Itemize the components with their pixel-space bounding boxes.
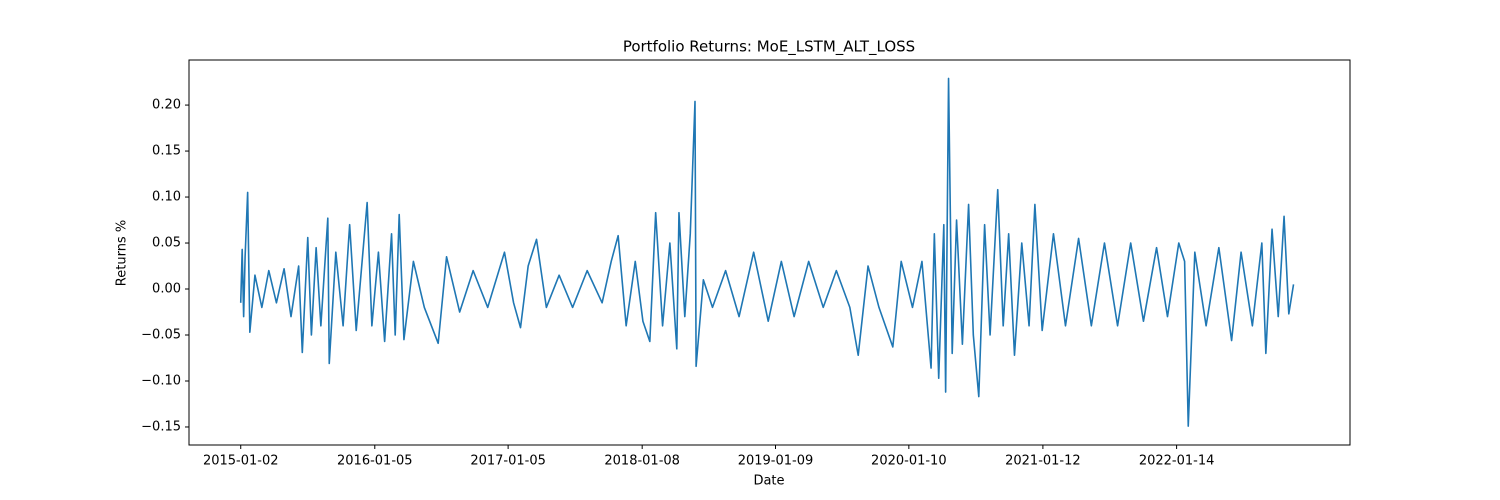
y-tick-label: 0.10: [152, 190, 181, 205]
x-tick-label: 2019-01-09: [738, 454, 814, 469]
y-tick-label: 0.20: [152, 98, 181, 113]
y-tick-label: −0.15: [141, 419, 181, 434]
plot-frame: [188, 59, 1351, 446]
x-tick-label: 2020-01-10: [871, 454, 947, 469]
y-axis-label: Returns %: [115, 220, 130, 286]
y-tick-label: −0.05: [141, 328, 181, 343]
chart-title: Portfolio Returns: MoE_LSTM_ALT_LOSS: [623, 38, 915, 57]
x-tick-label: 2016-01-05: [337, 454, 413, 469]
x-tick-label: 2022-01-14: [1139, 454, 1215, 469]
series-line: [239, 77, 1295, 427]
y-tick-label: 0.00: [152, 282, 181, 297]
x-tick-label: 2021-01-12: [1005, 454, 1081, 469]
x-tick-label: 2018-01-08: [604, 454, 680, 469]
y-tick-label: −0.10: [141, 373, 181, 388]
y-tick-label: 0.05: [152, 236, 181, 251]
y-tick-label: 0.15: [152, 144, 181, 159]
x-axis-label: Date: [753, 474, 784, 489]
x-tick-label: 2017-01-05: [470, 454, 546, 469]
x-tick-label: 2015-01-02: [203, 454, 279, 469]
